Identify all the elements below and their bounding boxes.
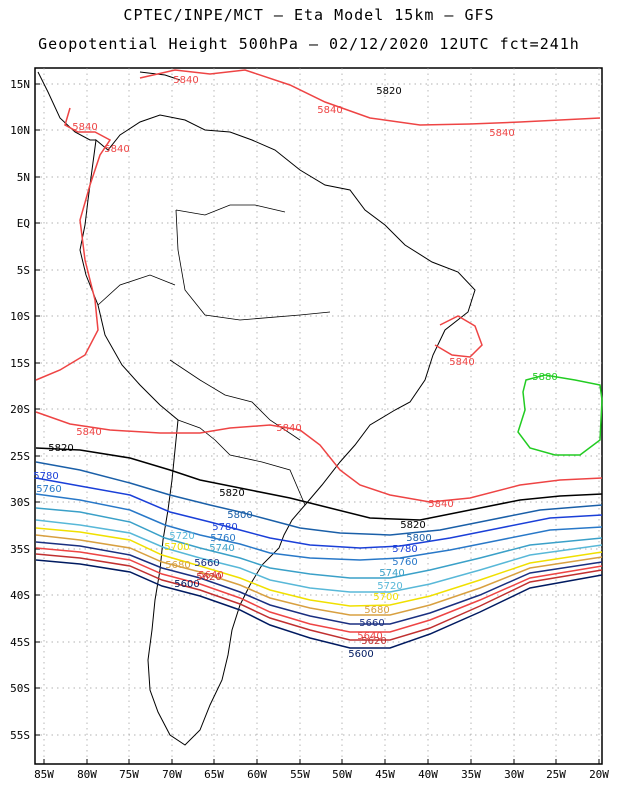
lat-lon-grid	[35, 68, 602, 764]
contour-label-5840: 5840	[72, 122, 97, 133]
contour-label-5700: 5700	[164, 542, 189, 553]
contour-5840-caribbean	[35, 107, 112, 381]
lon-tick-label: 85W	[34, 768, 54, 781]
contour-5760	[35, 493, 603, 561]
contour-label-5840: 5840	[104, 144, 129, 155]
contour-label-5800: 5800	[227, 510, 252, 521]
contour-label-5780: 5780	[392, 544, 417, 555]
coastline	[37, 71, 476, 746]
contour-label-5780: 5780	[33, 471, 58, 482]
contour-5600	[35, 559, 603, 649]
contour-5620	[35, 553, 603, 641]
lon-tick-label: 30W	[504, 768, 524, 781]
lat-tick-label: 15S	[10, 357, 30, 370]
contour-label-5840: 5840	[317, 105, 342, 116]
contour-5640	[35, 547, 603, 633]
map-frame	[34, 67, 603, 765]
lat-tick-label: 10S	[10, 310, 30, 323]
contour-label-5760: 5760	[392, 557, 417, 568]
contour-5720	[35, 519, 603, 593]
contour-label-5640: 5640	[198, 570, 223, 581]
contour-label-5840: 5840	[76, 427, 101, 438]
contour-label-5760: 5760	[36, 484, 61, 495]
lat-tick-label: 40S	[10, 589, 30, 602]
lon-tick-label: 70W	[162, 768, 182, 781]
contour-label-5800: 5800	[406, 533, 431, 544]
south-america-coastline	[79, 114, 476, 746]
contour-label-5820: 5820	[219, 488, 244, 499]
contour-5840-atlantic-loop	[434, 315, 483, 358]
lon-tick-label: 35W	[461, 768, 481, 781]
contour-label-5740: 5740	[379, 568, 404, 579]
lat-tick-label: 10N	[10, 124, 30, 137]
lat-tick-label: 50S	[10, 682, 30, 695]
lon-tick-label: 25W	[546, 768, 566, 781]
contour-label-5660: 5660	[359, 618, 384, 629]
contour-label-5620: 5620	[361, 636, 386, 647]
contour-5840-south	[35, 411, 603, 503]
country-borders	[97, 204, 331, 506]
lon-tick-label: 55W	[290, 768, 310, 781]
contour-5800	[35, 461, 603, 536]
contour-label-5660: 5660	[194, 558, 219, 569]
lat-tick-label: 15N	[10, 78, 30, 91]
lat-tick-label: 20S	[10, 403, 30, 416]
contour-5680	[35, 534, 603, 616]
contour-label-5720: 5720	[377, 581, 402, 592]
central-america-coastline	[37, 71, 96, 141]
lat-tick-label: 5N	[17, 171, 30, 184]
contour-labels: 5840 5840 5840 5840 5840 5840 5840 5840 5840 5880…	[33, 75, 557, 660]
contour-label-5820: 5820	[376, 86, 401, 97]
contour-label-5840: 5840	[489, 128, 514, 139]
height-contours	[35, 69, 603, 649]
contour-5840-north	[139, 69, 601, 126]
contour-label-5760: 5760	[210, 533, 235, 544]
lat-tick-label: 30S	[10, 496, 30, 509]
contour-label-5880: 5880	[532, 372, 557, 383]
contour-label-5700: 5700	[373, 592, 398, 603]
contour-label-5820: 5820	[400, 520, 425, 531]
contour-label-5820: 5820	[48, 443, 73, 454]
lon-tick-label: 75W	[119, 768, 139, 781]
contour-label-5720: 5720	[169, 531, 194, 542]
contour-label-5840: 5840	[428, 499, 453, 510]
contour-5660	[35, 541, 603, 625]
contour-label-5600: 5600	[348, 649, 373, 660]
contour-label-5680: 5680	[364, 605, 389, 616]
contour-5700	[35, 527, 603, 607]
contour-label-5680: 5680	[165, 560, 190, 571]
lat-tick-label: 35S	[10, 543, 30, 556]
axis-ticks: 15N 10N 5N EQ 5S 10S 15S 20S 25S 30S 35S 40S 45S 50S 5…	[10, 78, 609, 781]
lat-tick-label: 45S	[10, 636, 30, 649]
lat-tick-label: EQ	[17, 217, 30, 230]
contour-label-5600: 5600	[174, 579, 199, 590]
contour-5780	[35, 477, 603, 549]
lon-tick-label: 65W	[204, 768, 224, 781]
contour-label-5740: 5740	[209, 543, 234, 554]
contour-5820	[35, 447, 603, 521]
contour-label-5640: 5640	[357, 631, 382, 642]
lon-tick-label: 20W	[589, 768, 609, 781]
map-title: CPTEC/INPE/MCT – Eta Model 15km – GFS	[123, 6, 495, 24]
lat-tick-label: 25S	[10, 450, 30, 463]
lon-tick-label: 40W	[418, 768, 438, 781]
contour-label-5840: 5840	[449, 357, 474, 368]
contour-label-5620: 5620	[196, 572, 221, 583]
lon-tick-label: 80W	[77, 768, 97, 781]
contour-5740	[35, 507, 603, 579]
contour-label-5840: 5840	[173, 75, 198, 86]
lon-tick-label: 50W	[332, 768, 352, 781]
contour-5880	[517, 374, 603, 456]
contour-label-5840: 5840	[276, 423, 301, 434]
lat-tick-label: 55S	[10, 729, 30, 742]
lon-tick-label: 45W	[375, 768, 395, 781]
map-subtitle: Geopotential Height 500hPa – 02/12/2020 …	[38, 35, 580, 53]
contour-label-5780: 5780	[212, 522, 237, 533]
lat-tick-label: 5S	[17, 264, 30, 277]
lon-tick-label: 60W	[247, 768, 267, 781]
caribbean-island	[139, 71, 181, 81]
